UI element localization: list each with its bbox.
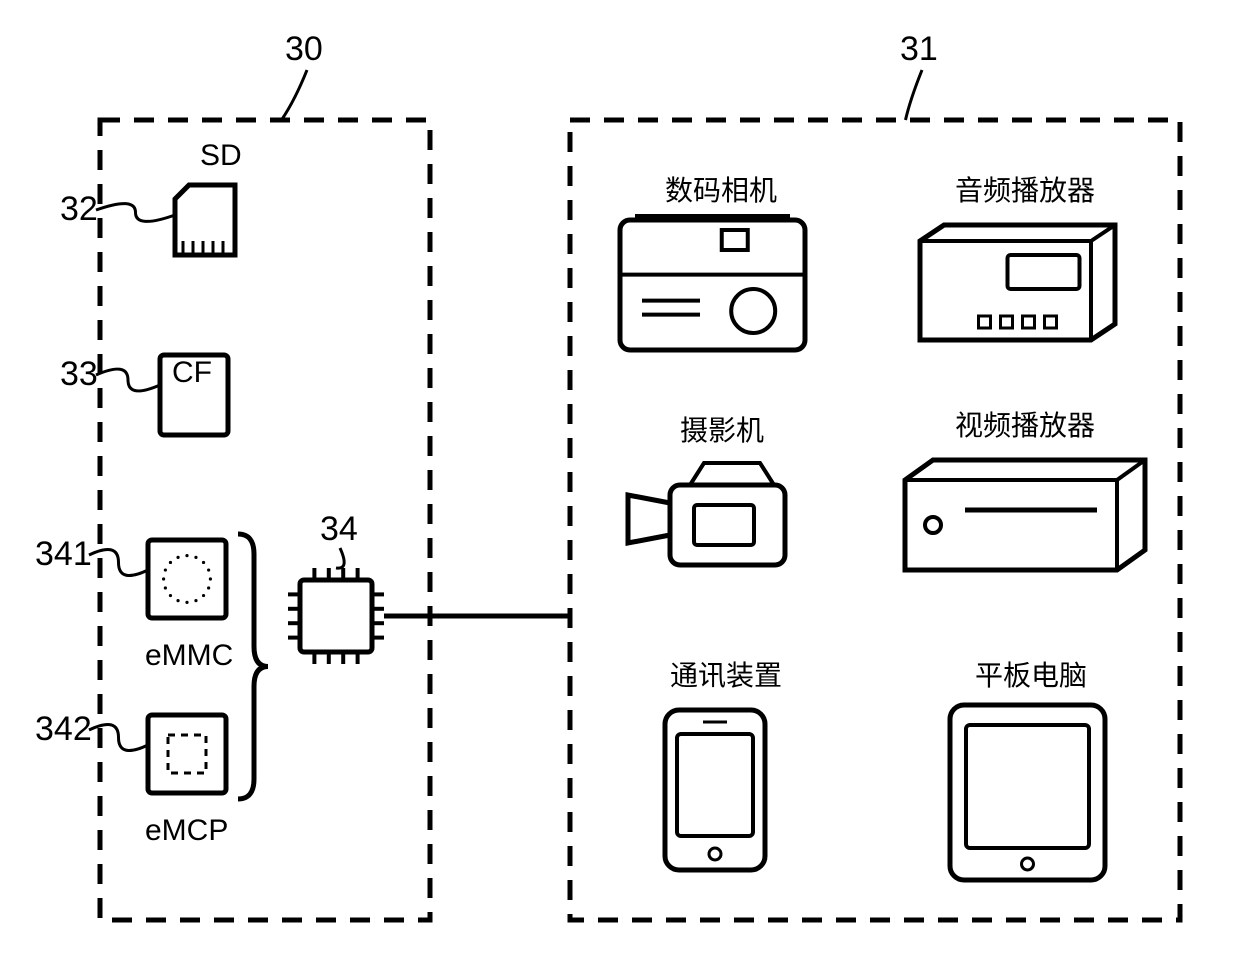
camera-vf (722, 230, 748, 250)
label-tablet: 平板电脑 (975, 660, 1087, 691)
label-comm: 通讯装置 (670, 660, 782, 691)
emmc-dot (194, 556, 197, 559)
ref-30: 30 (285, 30, 323, 68)
audio-btn (1023, 316, 1035, 328)
ref-31: 31 (900, 30, 938, 68)
callout-33 (96, 369, 160, 391)
label-cf: CF (172, 356, 212, 389)
camera-lens (731, 289, 775, 333)
tablet-icon (950, 705, 1105, 880)
tablet-body (950, 705, 1105, 880)
camcorder-body (670, 485, 785, 565)
phone-home (709, 848, 721, 860)
tablet-home (1022, 858, 1034, 870)
ref-34: 34 (320, 510, 358, 548)
label-video: 视频播放器 (955, 410, 1095, 441)
emmc-dot (207, 568, 210, 571)
emmc-dot (209, 577, 212, 580)
emmc-dot (202, 561, 205, 564)
video-edge (1117, 460, 1145, 480)
callout-32 (96, 204, 175, 222)
emmc-dot (169, 561, 172, 564)
camera-icon (620, 214, 805, 350)
left-group-box (100, 120, 430, 920)
camcorder-screen (694, 505, 754, 545)
brace (238, 534, 268, 799)
leader-30 (282, 70, 308, 120)
leader-31 (906, 70, 923, 120)
camera-body (620, 220, 805, 350)
video-btn (925, 517, 941, 533)
camcorder-lens (628, 495, 670, 543)
camcorder-icon (628, 463, 785, 565)
emmc-dot (185, 601, 188, 604)
ref-342: 342 (35, 710, 92, 748)
emmc-dot (162, 577, 165, 580)
tablet-screen (966, 725, 1089, 848)
emmc-dot (164, 568, 167, 571)
audio-btn (1001, 316, 1013, 328)
phone-screen (677, 734, 753, 836)
chip-34-icon (300, 580, 372, 652)
emmc-dot (194, 599, 197, 602)
ref-341: 341 (35, 535, 92, 573)
emmc-dot (185, 554, 188, 557)
camcorder-handle (690, 463, 774, 485)
phone-icon (665, 710, 765, 870)
label-camcorder: 摄影机 (680, 415, 764, 446)
emmc-dot (164, 586, 167, 589)
emcp-inner (168, 735, 206, 773)
emmc-dot (169, 594, 172, 597)
emmc-dot (202, 594, 205, 597)
label-camera: 数码相机 (665, 175, 777, 206)
video-player-icon (905, 460, 1145, 570)
label-emcp: eMCP (145, 814, 228, 847)
audio-player-icon (920, 225, 1115, 340)
label-sd: SD (200, 139, 242, 172)
emmc-dot (176, 556, 179, 559)
leader-34 (336, 548, 344, 568)
emcp-icon (148, 715, 226, 793)
video-outline (905, 460, 1145, 570)
emmc-dot (176, 599, 179, 602)
audio-btn (979, 316, 991, 328)
audio-screen (1008, 255, 1080, 289)
camera-top (635, 214, 790, 220)
ref-33: 33 (60, 355, 98, 393)
emmc-icon (148, 540, 226, 618)
ref-32: 32 (60, 190, 98, 228)
audio-btn (1045, 316, 1057, 328)
label-audio: 音频播放器 (955, 175, 1095, 206)
emmc-dot (207, 586, 210, 589)
label-emmc: eMMC (145, 639, 233, 672)
